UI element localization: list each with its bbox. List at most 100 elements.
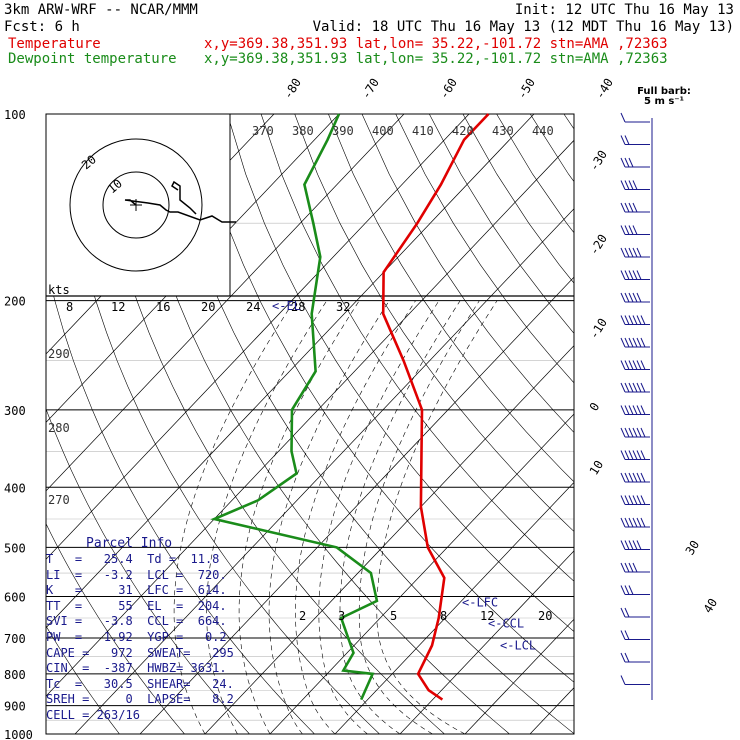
- init-time: Init: 12 UTC Thu 16 May 13: [515, 2, 734, 18]
- pressure-tick-label: 500: [4, 541, 26, 555]
- wind-barb-flag: [636, 495, 642, 505]
- dry-adiabat: [46, 263, 315, 734]
- pressure-tick-label: 200: [4, 295, 26, 309]
- moist-adiabat: [358, 300, 480, 734]
- wind-barb-flag: [620, 585, 626, 595]
- moist-adiabat: [318, 300, 440, 734]
- wind-barb-flag: [628, 225, 634, 235]
- parcel-info-row: CAPE = 972 SWEAT= 295: [46, 645, 234, 660]
- hodograph-trace: [124, 199, 236, 223]
- pressure-tick-label: 100: [4, 108, 26, 122]
- wind-barb-flag: [628, 315, 634, 325]
- wind-barb-flag: [620, 450, 626, 460]
- wind-barb-flag: [628, 495, 634, 505]
- wind-barb-flag: [620, 382, 626, 393]
- wind-barb: [620, 270, 650, 280]
- moist-adiabat: [295, 300, 416, 734]
- theta-label: 400: [372, 124, 394, 138]
- wind-barb-flag: [620, 270, 626, 280]
- wind-barb-flag: [632, 495, 638, 505]
- wind-barb-flag: [636, 270, 642, 280]
- wind-barb-flag: [624, 180, 630, 190]
- temperature-tick-label: 10: [587, 458, 607, 478]
- wind-barb-flag: [628, 202, 634, 213]
- wind-barb-flag: [636, 450, 642, 460]
- mixing-ratio-label: 8: [440, 609, 447, 623]
- parcel-info-row: Tc = 30.5 SHEAR= 24.: [46, 676, 234, 691]
- wind-barb-flag: [624, 270, 630, 280]
- wind-barb-flag: [628, 562, 634, 573]
- speed-label: 12: [111, 300, 125, 314]
- wind-barb-flag: [624, 562, 630, 573]
- wind-barb-flag: [636, 360, 642, 370]
- barb-legend-line1: Full barb:: [637, 86, 691, 97]
- wind-barb: [620, 405, 650, 415]
- wind-barb-flag: [620, 540, 626, 550]
- wind-barb-flag: [632, 247, 638, 258]
- wind-barb-flag: [628, 247, 634, 258]
- wind-barb-flag: [636, 247, 642, 258]
- wind-barb-flag: [628, 270, 634, 280]
- temperature-tick-label: -30: [587, 148, 610, 174]
- wind-barb-flag: [632, 517, 638, 528]
- wind-barb-flag: [624, 450, 630, 460]
- wind-barb-flag: [632, 202, 638, 213]
- wind-barb-flag: [628, 337, 634, 348]
- hodograph-trace: [171, 180, 197, 215]
- wind-barb-flag: [632, 472, 638, 483]
- wind-barb-flag: [628, 292, 634, 303]
- isotherm: [334, 481, 574, 734]
- temperature-tick-label: 30: [683, 538, 703, 558]
- theta-label: 390: [332, 124, 354, 138]
- dry-adiabat: [598, 114, 740, 734]
- dry-adiabat: [294, 114, 574, 532]
- wind-barb-flag: [640, 315, 646, 325]
- wind-barb: [620, 495, 650, 505]
- wind-barb-flag: [620, 315, 626, 325]
- wind-barb: [620, 517, 650, 528]
- wind-barb-flag: [636, 540, 642, 550]
- wind-barb-flag: [620, 562, 626, 573]
- pressure-tick-label: 400: [4, 481, 26, 495]
- wind-barb: [620, 315, 650, 325]
- dewpoint-location: x,y=369.38,351.93 lat,lon= 35.22,-101.72…: [204, 51, 668, 67]
- mixing-ratio-label: 20: [538, 609, 552, 623]
- wind-barb-flag: [640, 427, 646, 438]
- forecast-hour: Fcst: 6 h: [4, 19, 80, 35]
- temperature-tick-label: 0: [587, 400, 603, 414]
- wind-barb-flag: [636, 315, 642, 325]
- wind-barb-flag: [632, 450, 638, 460]
- moist-adiabat: [173, 300, 295, 734]
- mixing-ratio-label: 5: [390, 609, 397, 623]
- wind-barb: [620, 562, 650, 573]
- parcel-info-row: CIN = -387 HWBZ= 3631.: [46, 661, 227, 676]
- temperature-line: [381, 113, 490, 701]
- wind-barb-flag: [624, 427, 630, 438]
- wind-barb: [620, 472, 650, 483]
- theta-label: 380: [292, 124, 314, 138]
- temperature-tick-label: -20: [587, 232, 610, 258]
- wind-barb-flag: [620, 517, 626, 528]
- wind-barb-flag: [620, 135, 626, 145]
- wind-barb: [620, 630, 650, 640]
- moist-adiabat: [238, 300, 360, 734]
- wind-barb-flag: [632, 180, 638, 190]
- wind-barb-flag: [640, 495, 646, 505]
- wind-barb: [620, 225, 650, 235]
- wind-barb-flag: [632, 315, 638, 325]
- parcel-info-title: Parcel Info: [86, 536, 173, 551]
- moist-adiabat: [268, 300, 390, 734]
- parcel-info-row: CELL = 263/16: [46, 707, 140, 722]
- moist-adiabat: [206, 300, 328, 734]
- dry-adiabat: [429, 114, 574, 334]
- dewpoint-label: Dewpoint temperature: [8, 51, 177, 67]
- dry-adiabat: [46, 408, 250, 734]
- wind-barb-flag: [632, 562, 638, 573]
- wind-barb: [620, 585, 650, 595]
- wind-barb: [620, 157, 650, 168]
- wind-barb-flag: [632, 337, 638, 348]
- isotherm: [204, 345, 574, 734]
- wind-barb-flag: [640, 405, 646, 415]
- pressure-tick-label: 600: [4, 590, 26, 604]
